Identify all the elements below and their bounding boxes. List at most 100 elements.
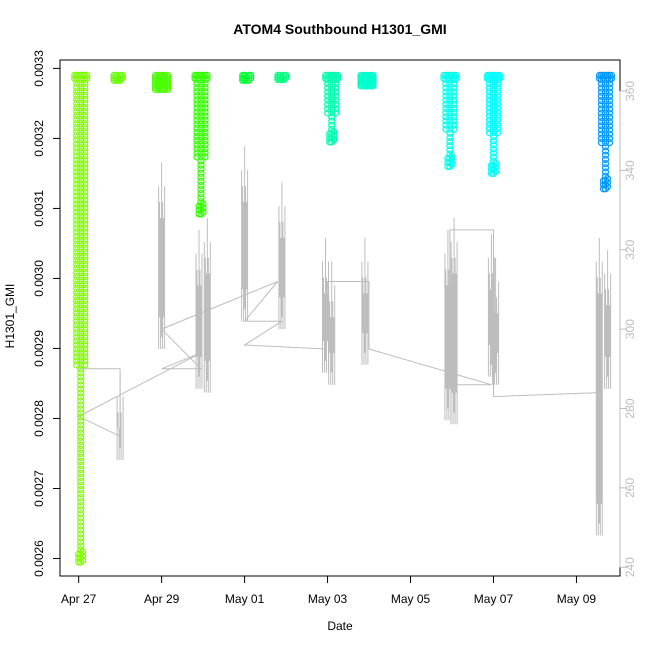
data-point (605, 92, 614, 101)
data-point (81, 280, 89, 289)
data-point (450, 121, 458, 129)
data-point (193, 149, 201, 157)
data-point (77, 546, 85, 554)
data-point (77, 128, 85, 136)
data-point (77, 349, 85, 357)
data-point (81, 148, 89, 156)
data-point (601, 101, 610, 109)
data-point (603, 183, 612, 191)
data-point (601, 117, 610, 126)
data-point (77, 486, 85, 494)
data-point (282, 71, 290, 80)
data-point (193, 112, 201, 120)
data-point (81, 297, 89, 305)
data-point (446, 129, 454, 137)
data-point (489, 141, 498, 149)
data-point (444, 74, 452, 83)
data-point (599, 74, 608, 83)
data-point (193, 96, 201, 104)
data-point (241, 76, 249, 84)
data-point (601, 109, 610, 117)
data-point (201, 104, 209, 112)
data-point (199, 74, 207, 83)
data-point (322, 74, 330, 83)
data-point (77, 120, 85, 128)
data-point (81, 244, 89, 252)
data-point (118, 71, 126, 80)
data-point (81, 103, 89, 112)
data-point (332, 96, 340, 104)
data-point (81, 111, 89, 120)
data-point (483, 74, 492, 83)
data-point (77, 425, 85, 433)
data-point (193, 137, 201, 145)
altitude-spike (361, 237, 369, 365)
data-point (193, 153, 201, 161)
data-point (597, 122, 606, 130)
data-point (201, 145, 209, 153)
data-point (197, 104, 205, 112)
data-point (601, 151, 610, 159)
chart-title: ATOM4 Southbound H1301_GMI (233, 21, 446, 37)
data-point (81, 124, 89, 132)
data-point (81, 208, 89, 216)
data-point (73, 140, 81, 148)
data-point (77, 115, 85, 124)
data-point (197, 124, 205, 132)
data-point (77, 421, 85, 429)
data-point (77, 473, 85, 482)
data-point (77, 111, 85, 120)
data-point (77, 248, 85, 256)
data-point (197, 210, 205, 218)
series-segment-9 (440, 71, 460, 170)
data-point (195, 202, 203, 210)
data-point (280, 75, 288, 84)
data-point (81, 83, 89, 92)
data-point (73, 236, 81, 244)
data-point (280, 71, 288, 80)
data-point (197, 157, 205, 165)
data-point (77, 260, 85, 268)
data-point (193, 83, 201, 92)
data-point (77, 353, 85, 361)
y2-tick-label: 360 (623, 81, 637, 101)
data-point (77, 345, 85, 353)
data-point (81, 361, 89, 369)
data-point (366, 82, 374, 90)
data-point (77, 530, 85, 538)
data-point (77, 393, 85, 401)
data-point (77, 107, 85, 116)
data-point (77, 184, 85, 192)
data-point (81, 293, 89, 301)
data-point (442, 117, 450, 125)
data-point (328, 138, 336, 146)
data-point (601, 147, 610, 155)
data-point (493, 116, 502, 124)
data-point (77, 506, 85, 514)
data-point (73, 244, 81, 252)
data-point (73, 289, 81, 297)
data-point (193, 88, 201, 96)
data-point (601, 84, 610, 92)
data-point (73, 115, 81, 124)
y-tick-label: 0.0030 (32, 260, 46, 297)
data-point (487, 161, 496, 169)
data-point (452, 74, 460, 83)
data-point (324, 109, 332, 117)
data-point (450, 117, 458, 125)
data-point (197, 206, 205, 214)
data-point (77, 268, 85, 277)
data-point (193, 116, 201, 124)
data-point (446, 133, 454, 142)
data-point (81, 240, 89, 248)
data-point (81, 268, 89, 277)
data-point (81, 192, 89, 200)
data-point (193, 124, 201, 132)
data-point (450, 125, 458, 133)
data-point (77, 321, 85, 329)
data-point (446, 92, 454, 100)
data-point (274, 73, 282, 82)
series-segment-2 (110, 71, 126, 84)
data-point (332, 105, 340, 113)
data-point (332, 100, 340, 109)
